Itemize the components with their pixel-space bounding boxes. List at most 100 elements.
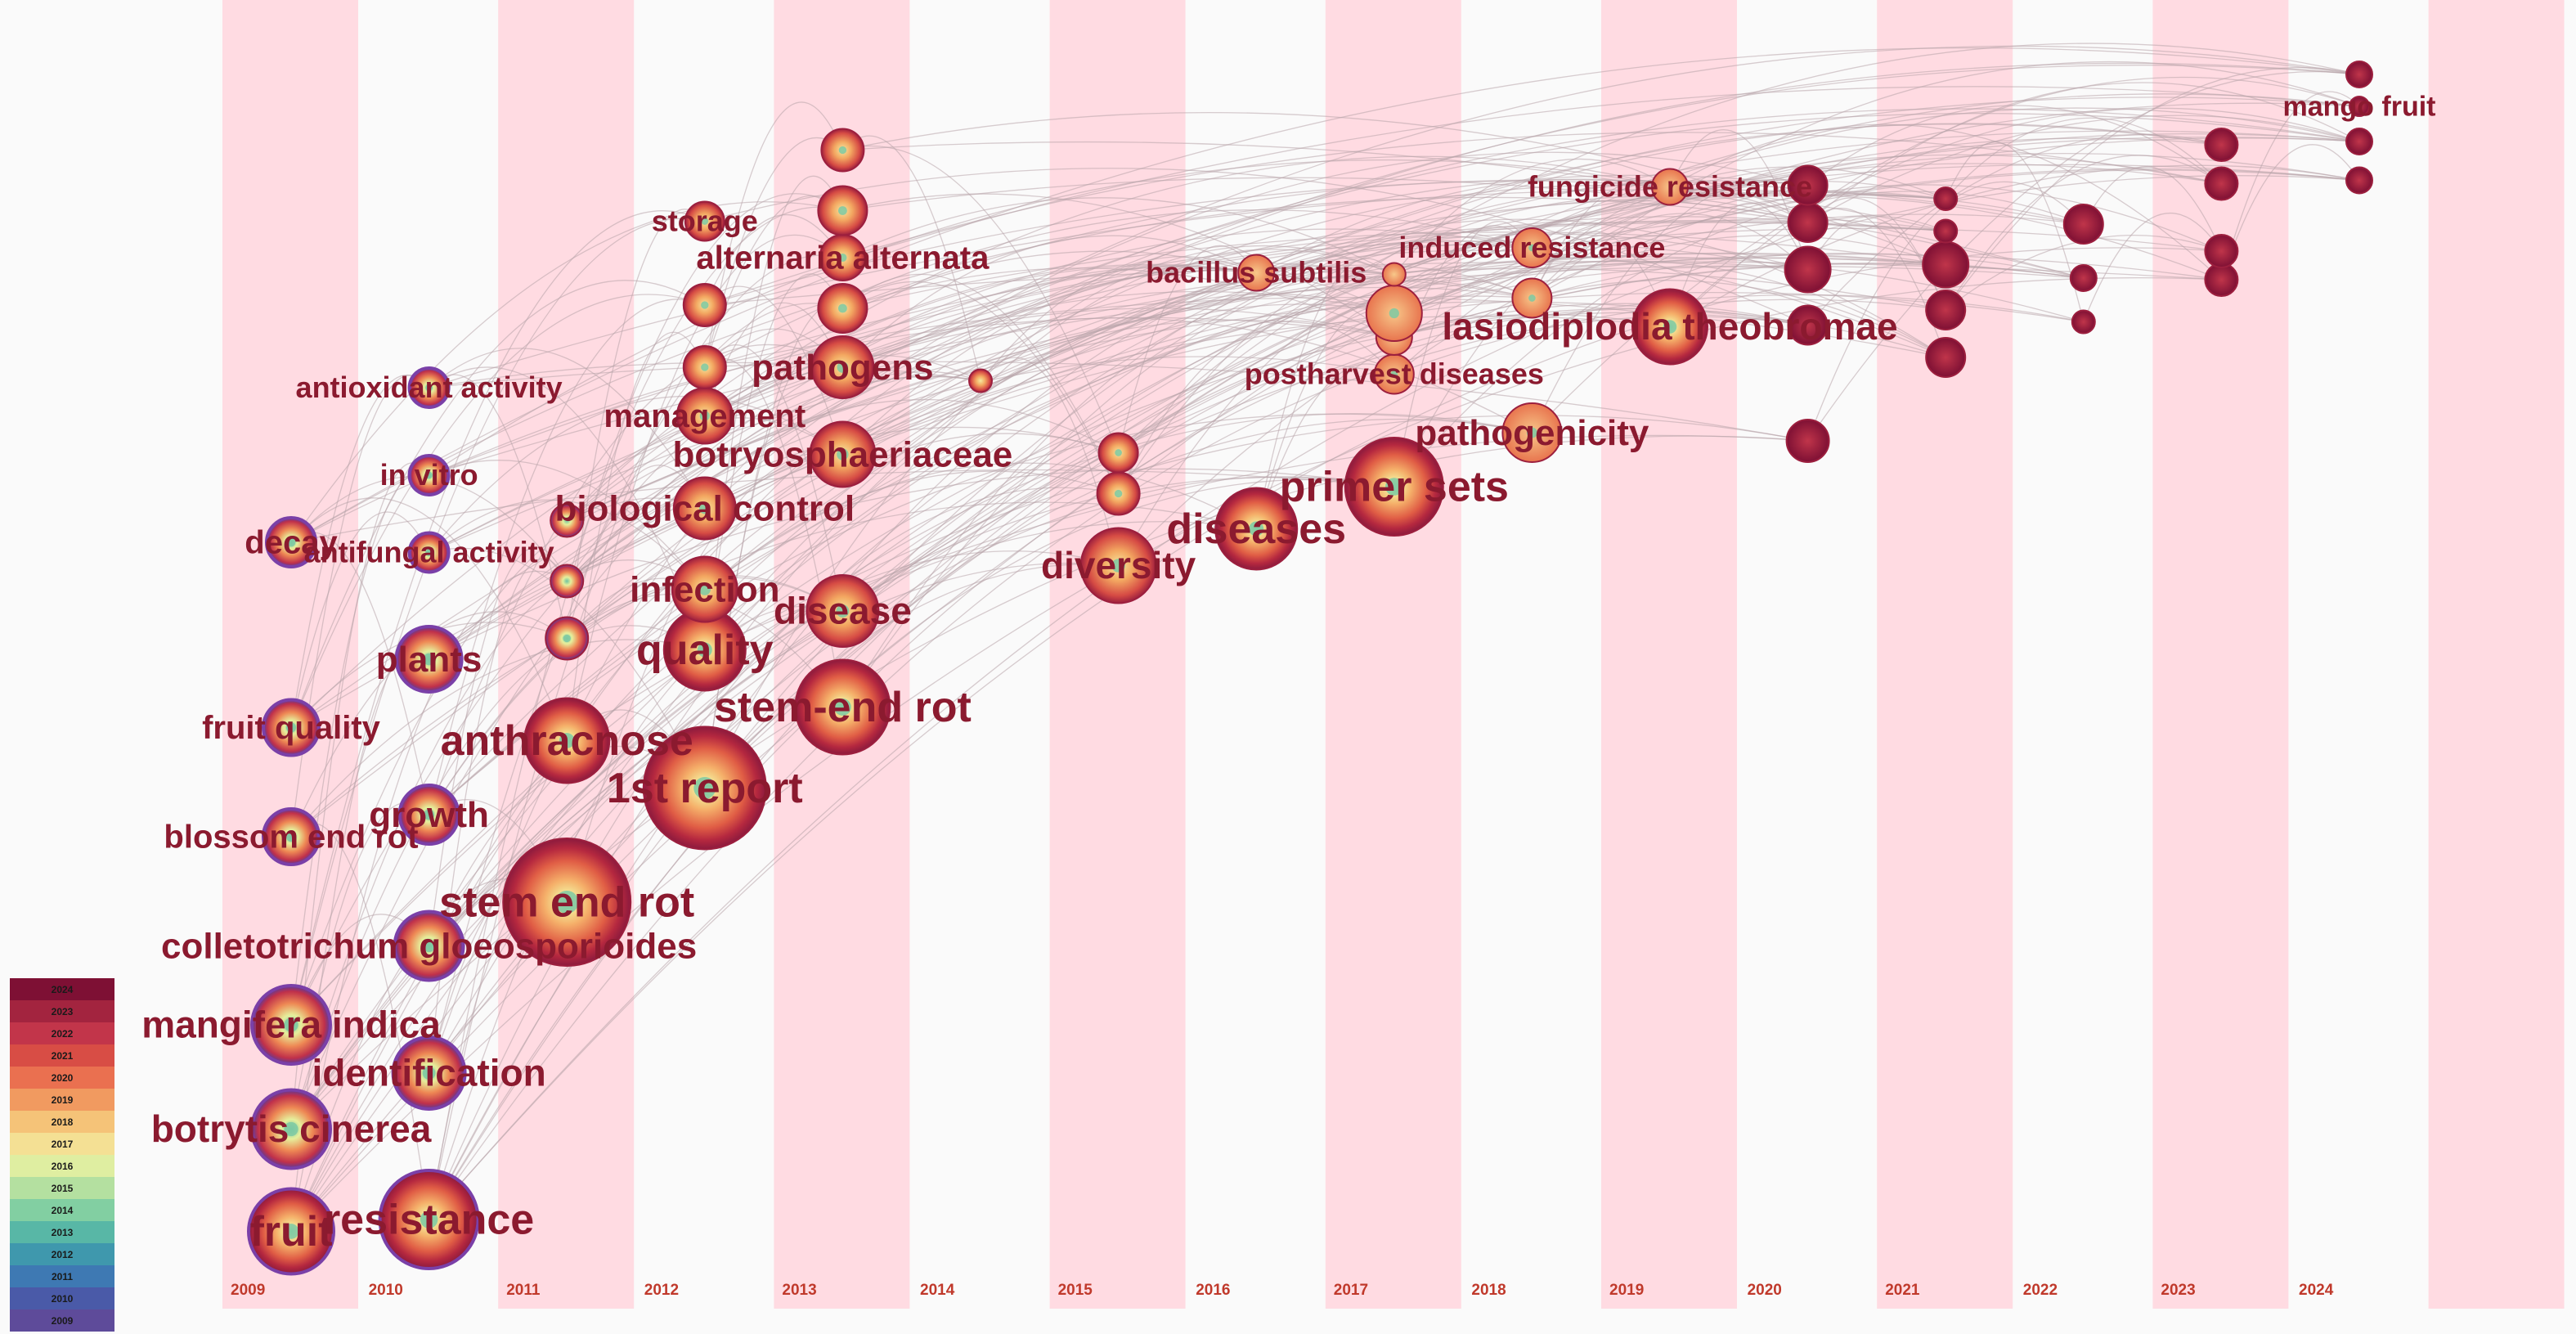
keyword-label: biological control [554, 488, 855, 528]
link [429, 252, 1946, 660]
node-unlabeled[interactable] [2204, 234, 2239, 268]
node-unlabeled[interactable] [1933, 218, 1959, 244]
link [566, 301, 1808, 522]
keyword-label: resistance [324, 1197, 534, 1244]
node-core [1249, 521, 1264, 537]
node-bacillus-subtilis[interactable] [1237, 254, 1276, 292]
legend-year-label: 2011 [52, 1271, 73, 1282]
node-unlabeled[interactable] [1925, 290, 1967, 330]
keyword-label: mangifera indica [141, 1004, 441, 1046]
legend-swatch [10, 978, 114, 1000]
link [1807, 71, 2360, 442]
node-core [1111, 559, 1125, 573]
node-core [425, 549, 433, 556]
legend-swatch [10, 1199, 114, 1221]
node-unlabeled[interactable] [1787, 202, 1829, 243]
keyword-label: primer sets [1280, 464, 1509, 511]
legend-year-label: 2010 [52, 1293, 74, 1305]
node-unlabeled[interactable] [2062, 204, 2104, 245]
link [841, 191, 2084, 612]
node-unlabeled[interactable] [2345, 61, 2373, 88]
legend-year-label: 2023 [52, 1006, 74, 1017]
node-unlabeled[interactable] [1787, 304, 1829, 346]
node-core [423, 653, 435, 666]
year-tick-label: 2014 [920, 1282, 955, 1299]
legend-year-label: 2017 [52, 1139, 74, 1150]
node-core [424, 809, 435, 820]
node-unlabeled[interactable] [1784, 245, 1832, 294]
link [566, 174, 1808, 582]
node-core [837, 362, 849, 373]
node-unlabeled[interactable] [550, 564, 585, 599]
node-unlabeled[interactable] [1787, 164, 1829, 206]
node-core [423, 939, 436, 953]
node-core [698, 583, 711, 595]
year-tick-label: 2013 [782, 1282, 816, 1299]
node-unlabeled[interactable] [2204, 128, 2239, 162]
node-mango-fruit[interactable] [2349, 96, 2370, 117]
link [704, 462, 1257, 591]
year-tick-label: 2012 [644, 1282, 679, 1299]
link [429, 361, 1808, 442]
link [1393, 191, 2085, 487]
keyword-label: fungicide resistance [1528, 170, 1812, 204]
keyword-label: antifungal activity [304, 536, 554, 569]
node-unlabeled[interactable] [1785, 419, 1830, 463]
keyword-label: storage [652, 204, 758, 238]
node-unlabeled[interactable] [1922, 240, 1970, 289]
link [290, 210, 706, 1026]
link [1118, 276, 1533, 566]
link [1669, 76, 2360, 327]
link [842, 276, 1533, 456]
node-core [286, 537, 296, 547]
link [842, 267, 1395, 338]
link [290, 462, 430, 1130]
node-core [284, 1121, 298, 1137]
legend-swatch [10, 1177, 114, 1199]
node-unlabeled[interactable] [968, 368, 993, 393]
node-unlabeled[interactable] [2071, 309, 2096, 335]
node-core [1663, 320, 1677, 334]
legend-swatch [10, 1221, 114, 1243]
link [290, 559, 706, 1130]
link [290, 312, 1808, 1026]
node-unlabeled[interactable] [2204, 166, 2239, 201]
link [704, 434, 1808, 651]
node-fungicide-resistance[interactable] [1651, 168, 1689, 206]
link [842, 193, 1395, 338]
legend-year-label: 2022 [52, 1028, 74, 1040]
legend-swatch [10, 1111, 114, 1133]
link [290, 218, 705, 1026]
link [428, 193, 843, 1220]
link [842, 141, 2084, 279]
node-unlabeled[interactable] [2069, 264, 2098, 292]
node-unlabeled[interactable] [2345, 128, 2373, 155]
node-unlabeled[interactable] [1933, 186, 1959, 211]
link [566, 155, 1671, 521]
link [1807, 105, 2222, 186]
keyword-label: in vitro [380, 458, 478, 492]
node-unlabeled[interactable] [550, 503, 585, 538]
link [429, 577, 843, 815]
link [290, 280, 706, 728]
link [290, 97, 2360, 838]
link [842, 291, 2084, 456]
node-core [701, 363, 709, 371]
link [429, 413, 1533, 815]
link [1256, 249, 1946, 358]
keyword-label: blossom end rot [164, 820, 418, 856]
node-unlabeled[interactable] [2345, 166, 2373, 195]
link [1393, 256, 2084, 323]
node-unlabeled[interactable] [1925, 337, 1967, 378]
year-tick-label: 2009 [231, 1282, 265, 1299]
link [1669, 124, 2222, 281]
node-unlabeled[interactable] [1381, 262, 1407, 287]
node-core [1528, 244, 1536, 252]
year-tick-label: 2023 [2161, 1282, 2195, 1299]
link [842, 231, 1946, 309]
legend-year-label: 2015 [52, 1183, 74, 1194]
legend-year-label: 2016 [52, 1161, 74, 1172]
keyword-label: management [604, 398, 806, 434]
node-core [838, 146, 847, 155]
link [566, 465, 706, 639]
